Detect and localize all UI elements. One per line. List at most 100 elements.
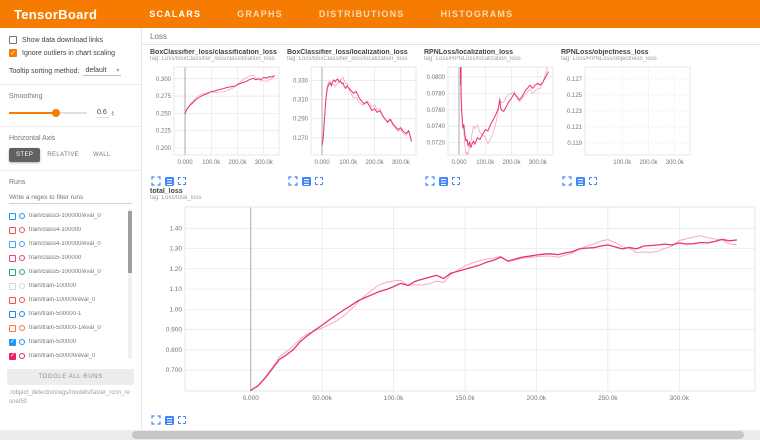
chart-title: BoxClassifier_loss/localization_loss xyxy=(287,49,421,56)
chart-plot-0[interactable]: 0.3000.2750.2500.2250.2000.000100.0k200.… xyxy=(147,62,283,174)
expand-chart-icon[interactable] xyxy=(288,176,298,186)
runs-list: train/class3-100000/eval_0 train/class4-1… xyxy=(9,209,132,363)
run-selector-icon[interactable] xyxy=(165,177,174,186)
run-color-circle-icon xyxy=(19,283,25,289)
horizontal-scrollbar-thumb[interactable] xyxy=(132,431,744,439)
smoothing-value[interactable]: 0.6 xyxy=(95,108,109,118)
runs-scrollbar-thumb[interactable] xyxy=(128,211,132,273)
option-row[interactable]: ✓ Ignore outliers in chart scaling xyxy=(9,49,132,57)
fit-domain-icon[interactable] xyxy=(178,416,186,424)
run-checkbox-icon[interactable] xyxy=(9,213,16,220)
run-color-circle-icon xyxy=(19,297,25,303)
expand-chart-icon[interactable] xyxy=(151,176,161,186)
run-item[interactable]: train/class5-100000/eval_0 xyxy=(9,265,132,279)
run-item[interactable]: train/class3-100000/eval_0 xyxy=(9,209,132,223)
run-item[interactable]: train/class4-100000/eval_0 xyxy=(9,237,132,251)
app-title: TensorBoard xyxy=(14,7,97,22)
svg-text:300.0k: 300.0k xyxy=(670,395,690,402)
chart-plot-3[interactable]: 0.1270.1250.1230.1210.119100.0k200.0k300… xyxy=(558,62,694,174)
axis-button-relative[interactable]: RELATIVE xyxy=(40,148,86,162)
chart-actions xyxy=(562,176,695,186)
chart-card: total_losstag: Loss/total_loss1.401.301.… xyxy=(147,188,760,425)
svg-text:0.330: 0.330 xyxy=(293,78,309,84)
slider-fill xyxy=(9,112,56,114)
run-checkbox-checked-icon[interactable]: ✓ xyxy=(9,339,16,346)
run-item[interactable]: train/train-500000-1/eval_0 xyxy=(9,321,132,335)
chart-plot-large[interactable]: 1.401.301.201.101.000.9000.8000.7000.000… xyxy=(147,201,759,413)
svg-text:0.310: 0.310 xyxy=(293,98,309,104)
run-item[interactable]: train/train-100000 xyxy=(9,279,132,293)
checkbox-checked-icon[interactable]: ✓ xyxy=(9,49,17,57)
run-selector-icon[interactable] xyxy=(165,416,174,425)
option-label: Show data download links xyxy=(22,37,103,44)
tab-graphs[interactable]: GRAPHS xyxy=(237,9,283,19)
svg-text:0.225: 0.225 xyxy=(156,129,172,135)
svg-text:250.0k: 250.0k xyxy=(598,395,618,402)
run-checkbox-icon[interactable] xyxy=(9,283,16,290)
axis-button-wall[interactable]: WALL xyxy=(86,148,118,162)
run-checkbox-icon[interactable] xyxy=(9,255,16,262)
divider xyxy=(0,170,141,171)
svg-text:0.000: 0.000 xyxy=(243,395,260,402)
slider-thumb[interactable] xyxy=(52,109,60,117)
chart-title: BoxClassifier_loss/classification_loss xyxy=(150,49,284,56)
svg-text:0.127: 0.127 xyxy=(567,77,583,83)
run-checkbox-icon[interactable] xyxy=(9,311,16,318)
chart-title: RPNLoss/localization_loss xyxy=(424,49,558,56)
option-row[interactable]: Show data download links xyxy=(9,36,132,44)
tab-distributions[interactable]: DISTRIBUTIONS xyxy=(319,9,405,19)
option-label: Ignore outliers in chart scaling xyxy=(22,50,115,57)
run-color-circle-icon xyxy=(19,353,25,359)
run-checkbox-checked-icon[interactable]: ✓ xyxy=(9,353,16,360)
run-name: train/train-500000-1 xyxy=(29,311,81,317)
runs-filter-input[interactable] xyxy=(9,192,132,204)
chart-actions xyxy=(151,176,284,186)
run-selector-icon[interactable] xyxy=(439,177,448,186)
svg-text:0.300: 0.300 xyxy=(156,77,172,83)
smoothing-row: 0.6 ▲▼ xyxy=(9,108,132,118)
category-header-loss[interactable]: Loss xyxy=(142,28,760,45)
chart-plot-2[interactable]: 0.08000.07800.07600.07400.07200.000100.0… xyxy=(421,62,557,174)
fit-domain-icon[interactable] xyxy=(452,177,460,185)
run-item[interactable]: train/class4-100000 xyxy=(9,223,132,237)
run-item[interactable]: ✓train/train-500000 xyxy=(9,335,132,349)
tab-scalars[interactable]: SCALARS xyxy=(149,9,201,19)
fit-domain-icon[interactable] xyxy=(589,177,597,185)
svg-text:1.30: 1.30 xyxy=(169,246,182,253)
svg-text:0.270: 0.270 xyxy=(293,136,309,142)
svg-text:0.700: 0.700 xyxy=(166,367,183,374)
axis-button-step[interactable]: STEP xyxy=(9,148,40,162)
run-checkbox-icon[interactable] xyxy=(9,325,16,332)
expand-chart-icon[interactable] xyxy=(151,415,161,425)
run-item[interactable]: train/train-500000-1 xyxy=(9,307,132,321)
chart-plot-1[interactable]: 0.3300.3100.2900.2700.000100.0k200.0k300… xyxy=(284,62,420,174)
tab-histograms[interactable]: HISTOGRAMS xyxy=(440,9,513,19)
smoothing-slider[interactable] xyxy=(9,112,87,114)
expand-chart-icon[interactable] xyxy=(562,176,572,186)
run-checkbox-icon[interactable] xyxy=(9,269,16,276)
run-item[interactable]: train/train-100000/eval_0 xyxy=(9,293,132,307)
run-color-circle-icon xyxy=(19,339,25,345)
run-item[interactable]: ✓train/train-500000/eval_0 xyxy=(9,349,132,363)
fit-domain-icon[interactable] xyxy=(315,177,323,185)
horizontal-axis-buttons: STEPRELATIVEWALL xyxy=(9,148,132,162)
expand-chart-icon[interactable] xyxy=(425,176,435,186)
toggle-all-runs-button[interactable]: TOGGLE ALL RUNS xyxy=(7,369,134,385)
run-checkbox-icon[interactable] xyxy=(9,227,16,234)
smoothing-stepper[interactable]: ▲▼ xyxy=(111,110,115,116)
run-selector-icon[interactable] xyxy=(576,177,585,186)
fit-domain-icon[interactable] xyxy=(178,177,186,185)
run-checkbox-icon[interactable] xyxy=(9,241,16,248)
sidebar: Show data download links ✓ Ignore outliers… xyxy=(0,28,142,430)
run-item[interactable]: train/class5-100000 xyxy=(9,251,132,265)
chart-tag: tag: Loss/BoxClassifier_loss/classificat… xyxy=(150,56,284,62)
checkbox-icon[interactable] xyxy=(9,36,17,44)
run-selector-icon[interactable] xyxy=(302,177,311,186)
svg-text:100.0k: 100.0k xyxy=(384,395,404,402)
tooltip-sort-dropdown[interactable]: default ▾ xyxy=(83,66,121,76)
large-chart-area: total_losstag: Loss/total_loss1.401.301.… xyxy=(142,188,760,425)
svg-text:0.275: 0.275 xyxy=(156,94,172,100)
run-name: train/class3-100000/eval_0 xyxy=(29,213,101,219)
run-checkbox-icon[interactable] xyxy=(9,297,16,304)
svg-text:0.121: 0.121 xyxy=(567,125,583,131)
